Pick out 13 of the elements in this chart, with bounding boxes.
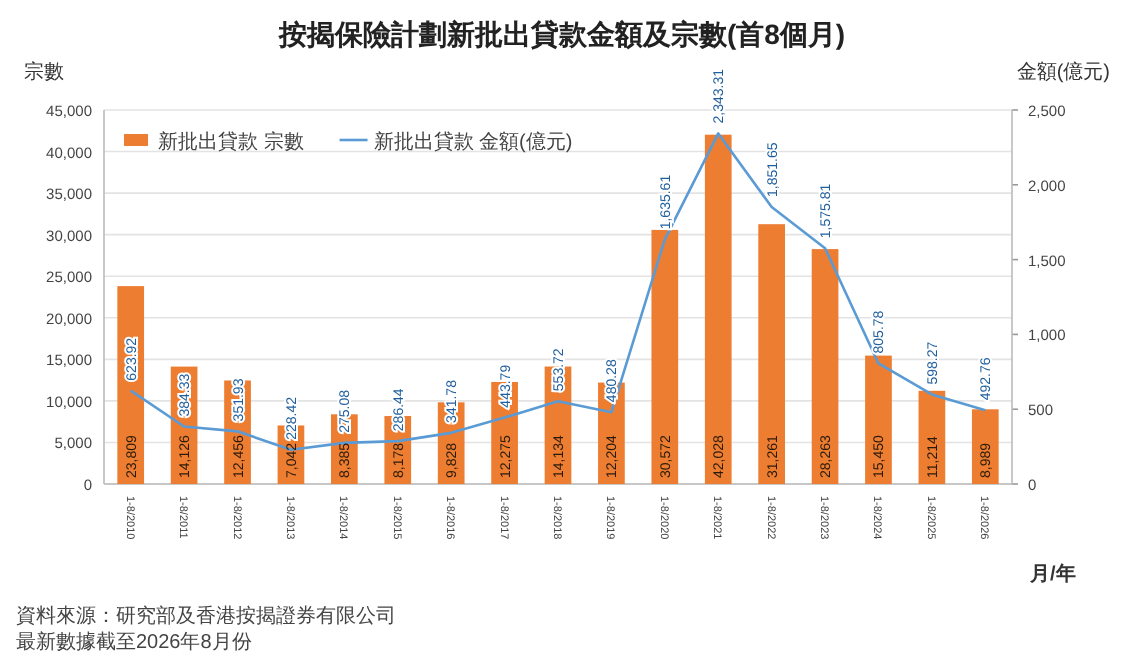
legend-label: 新批出貸款 宗數 bbox=[158, 130, 304, 154]
bar bbox=[651, 229, 679, 484]
bar bbox=[865, 355, 892, 484]
bar bbox=[704, 134, 732, 484]
chart-title: 按揭保險計劃新批出貸款金額及宗數(首8個月) bbox=[276, 18, 846, 50]
bar bbox=[811, 249, 839, 484]
bar bbox=[758, 224, 785, 484]
legend-label: 新批出貸款 金額(億元) bbox=[373, 130, 573, 154]
y2-axis-title: 金額(億元) bbox=[1016, 60, 1110, 84]
source-note: 資料來源：研究部及香港按揭證券有限公司 bbox=[16, 604, 396, 628]
y-axis-title: 宗數 bbox=[24, 60, 64, 84]
x-axis-title: 月/年 bbox=[1028, 562, 1076, 586]
text: 最新數據截至2026年8月份 bbox=[16, 630, 252, 654]
